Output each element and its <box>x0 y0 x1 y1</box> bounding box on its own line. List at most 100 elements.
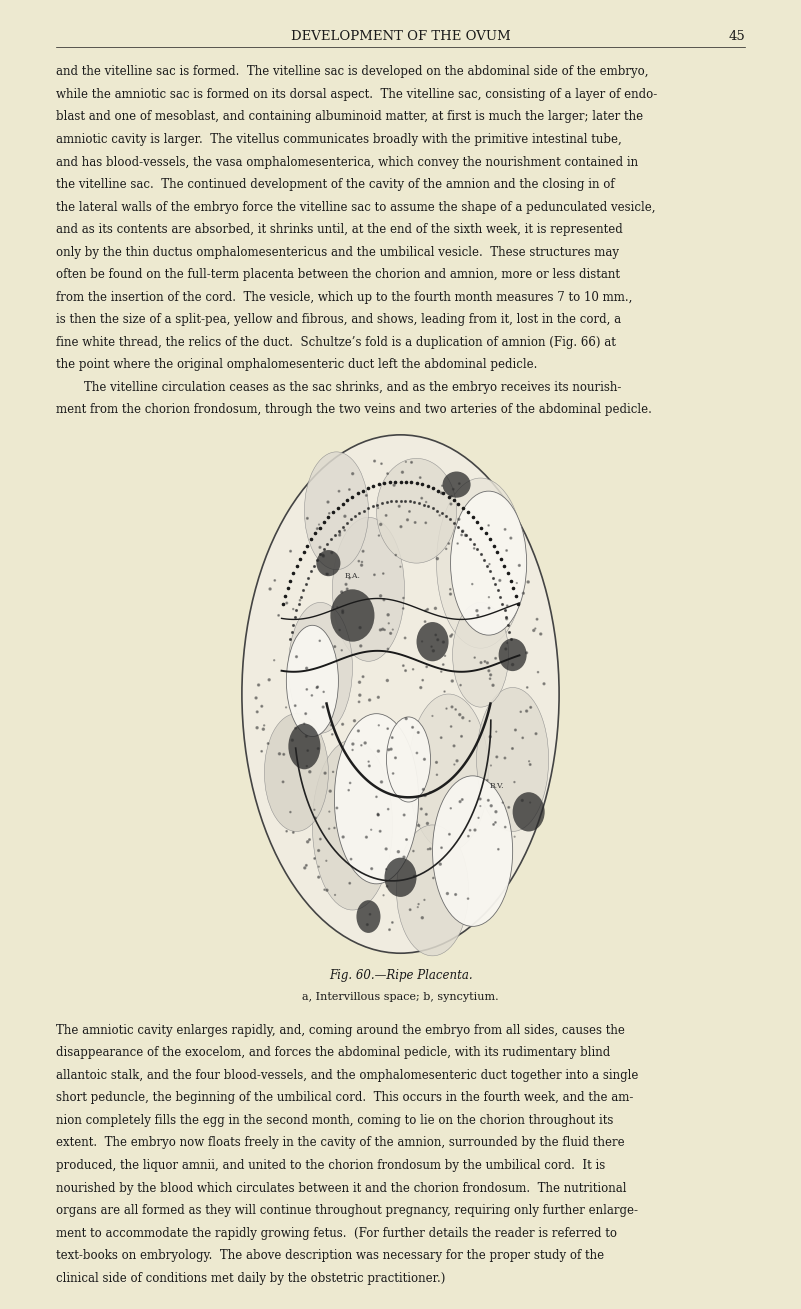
Point <box>324 529 337 550</box>
Point <box>516 789 529 810</box>
Point <box>340 512 353 533</box>
Point <box>346 740 359 761</box>
Point <box>347 733 360 754</box>
Point <box>424 838 437 859</box>
Point <box>386 728 399 749</box>
Point <box>320 851 332 872</box>
Point <box>308 800 321 821</box>
Point <box>509 720 521 741</box>
Point <box>445 486 458 507</box>
Point <box>426 478 439 499</box>
Point <box>290 647 303 668</box>
Point <box>502 797 515 818</box>
Ellipse shape <box>437 478 525 648</box>
Point <box>348 711 361 732</box>
Point <box>489 801 502 822</box>
Ellipse shape <box>316 550 340 576</box>
Point <box>500 541 513 562</box>
Point <box>316 545 329 565</box>
Point <box>492 580 505 601</box>
Point <box>324 780 336 801</box>
Point <box>323 801 336 822</box>
Point <box>360 827 372 848</box>
Point <box>365 859 378 880</box>
Point <box>475 652 488 673</box>
Point <box>302 567 315 588</box>
Point <box>430 751 443 772</box>
Point <box>452 516 465 537</box>
Point <box>407 840 420 861</box>
Point <box>394 471 407 492</box>
Point <box>272 605 285 626</box>
Point <box>327 501 340 522</box>
Point <box>477 550 490 571</box>
Point <box>408 492 421 513</box>
Point <box>300 657 313 678</box>
Point <box>286 729 299 750</box>
Ellipse shape <box>513 792 545 831</box>
Point <box>372 497 384 518</box>
Point <box>504 571 517 592</box>
Point <box>429 624 442 645</box>
Point <box>433 505 446 526</box>
Point <box>313 631 326 652</box>
Point <box>356 541 369 562</box>
Point <box>359 733 372 754</box>
Point <box>300 855 312 876</box>
Point <box>297 542 310 563</box>
Point <box>281 577 294 598</box>
Point <box>290 555 303 576</box>
Point <box>501 596 513 617</box>
Point <box>457 497 469 518</box>
Point <box>264 579 276 600</box>
Point <box>372 804 384 825</box>
Text: 45: 45 <box>728 30 745 43</box>
Point <box>448 512 461 533</box>
Point <box>501 614 514 635</box>
Ellipse shape <box>417 622 449 661</box>
Point <box>321 564 334 585</box>
Point <box>394 491 407 512</box>
Point <box>336 581 348 602</box>
Point <box>529 618 541 639</box>
Point <box>426 706 439 726</box>
Point <box>353 685 366 706</box>
Point <box>524 754 537 775</box>
Point <box>497 792 509 813</box>
Point <box>362 751 375 772</box>
Point <box>396 462 409 483</box>
Point <box>449 699 462 720</box>
Point <box>305 529 318 550</box>
Point <box>435 661 448 682</box>
Point <box>289 717 302 738</box>
Point <box>426 497 439 518</box>
Point <box>446 670 459 691</box>
Point <box>445 797 457 818</box>
Point <box>372 805 384 826</box>
Point <box>416 907 429 928</box>
Point <box>469 647 481 668</box>
Point <box>485 665 497 686</box>
Point <box>384 623 397 644</box>
Text: nion completely fills the egg in the second month, coming to lie on the chorion : nion completely fills the egg in the sec… <box>56 1114 614 1127</box>
Point <box>308 848 321 869</box>
Point <box>472 605 485 626</box>
Point <box>400 452 413 473</box>
Point <box>372 525 385 546</box>
Point <box>314 829 327 850</box>
Ellipse shape <box>433 776 513 927</box>
Text: and the vitelline sac is formed.  The vitelline sac is developed on the abdomina: and the vitelline sac is formed. The vit… <box>56 65 649 79</box>
Point <box>447 479 460 500</box>
Point <box>448 754 461 775</box>
Point <box>344 873 356 894</box>
Text: only by the thin ductus omphalomesentericus and the umbilical vesicle.  These st: only by the thin ductus omphalomesenteri… <box>56 246 619 259</box>
Ellipse shape <box>450 491 527 635</box>
Point <box>524 792 537 813</box>
Ellipse shape <box>331 589 374 641</box>
Point <box>338 520 351 541</box>
Point <box>268 649 280 670</box>
Point <box>314 545 327 565</box>
Point <box>503 622 516 643</box>
Point <box>395 516 408 537</box>
Point <box>348 505 361 526</box>
